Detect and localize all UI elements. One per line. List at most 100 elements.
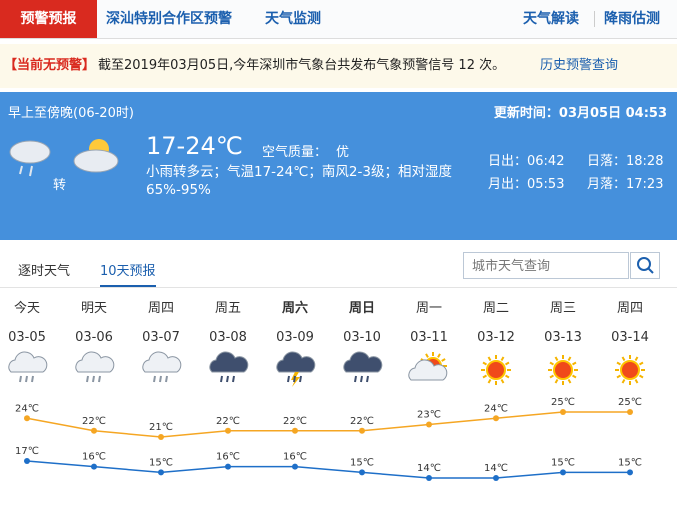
sun-ray xyxy=(621,356,626,361)
nav-link[interactable]: 深汕特别合作区预警 xyxy=(106,11,232,27)
date: 03-05 xyxy=(8,330,46,345)
low-line xyxy=(26,460,630,479)
divider xyxy=(0,287,677,288)
weather-icon xyxy=(75,351,115,383)
air-quality-label: 空气质量： xyxy=(262,145,328,160)
cloud xyxy=(8,351,48,373)
rain-drop xyxy=(232,375,235,383)
day-name: 周四 xyxy=(617,301,643,316)
sun-ray xyxy=(487,379,492,384)
tab[interactable]: 逐时天气 xyxy=(18,264,71,279)
sun-ray xyxy=(572,361,577,366)
warning-status: 【当前无预警】 xyxy=(4,58,96,73)
weather-icon xyxy=(276,351,316,387)
sun-ray xyxy=(616,374,621,379)
weather-icon xyxy=(343,351,383,383)
weather-icon xyxy=(548,355,578,385)
weather-icon xyxy=(615,355,645,385)
low-label: 15℃ xyxy=(350,457,374,468)
today-panel: 早上至傍晚(06-20时) 更新时间：03月05日 04:53 转 17-24℃… xyxy=(0,92,677,240)
date: 03-08 xyxy=(209,330,247,345)
cloud xyxy=(408,359,448,381)
sun-ray xyxy=(482,374,487,379)
rain-drop xyxy=(366,375,369,383)
high-label: 22℃ xyxy=(82,416,106,427)
sun xyxy=(553,360,573,380)
weather-icon xyxy=(408,352,448,381)
rain-drop xyxy=(287,375,290,383)
search-button[interactable] xyxy=(630,252,660,279)
search-input[interactable]: 城市天气查询 xyxy=(463,252,629,279)
sun-moon: 月落：17:23 xyxy=(587,177,664,192)
rain-drop xyxy=(86,375,89,383)
sun-moon: 日落：18:28 xyxy=(587,154,664,169)
low-label: 16℃ xyxy=(283,452,307,463)
low-label: 15℃ xyxy=(149,457,173,468)
high-point xyxy=(359,427,365,434)
divider xyxy=(594,11,595,27)
sun xyxy=(486,360,506,380)
cloud xyxy=(75,351,115,373)
high-point xyxy=(225,427,231,434)
high-point xyxy=(627,409,633,415)
sun-ray xyxy=(505,361,510,366)
low-point xyxy=(560,469,566,476)
sun-ray xyxy=(621,379,626,384)
updated: 更新时间：03月05日 04:53 xyxy=(493,106,667,121)
weather-icon xyxy=(142,351,182,383)
cloud xyxy=(343,351,383,373)
rain-drop xyxy=(25,375,28,383)
weather-icon xyxy=(481,355,511,385)
warning-link[interactable]: 历史预警查询 xyxy=(540,58,619,73)
high-label: 24℃ xyxy=(15,403,39,414)
tab-active[interactable]: 10天预报 xyxy=(100,260,156,287)
high-line xyxy=(26,411,630,438)
rain-drop xyxy=(360,375,363,383)
transition: 转 xyxy=(53,178,67,193)
warning-bar: 【当前无预警】 截至2019年03月05日,今年深圳市气象台共发布气象预警信号 … xyxy=(0,44,677,88)
sun xyxy=(620,360,640,380)
air-quality: 优 xyxy=(336,145,350,160)
high-point xyxy=(24,415,30,422)
low-label: 15℃ xyxy=(551,457,575,468)
sun-ray xyxy=(549,374,554,379)
sun-ray xyxy=(549,361,554,366)
low-point xyxy=(91,463,97,470)
low-point xyxy=(426,475,432,481)
sun-ray xyxy=(554,379,559,384)
sun-ray xyxy=(572,374,577,379)
high-label: 22℃ xyxy=(216,416,240,427)
date: 03-13 xyxy=(544,330,582,345)
temperature: 17-24℃ xyxy=(146,132,243,160)
nav-link[interactable]: 天气监测 xyxy=(265,11,321,27)
nav-link[interactable]: 天气解读 xyxy=(523,11,579,27)
sun-ray xyxy=(505,374,510,379)
sun-ray xyxy=(567,356,572,361)
rain-drop xyxy=(220,375,223,383)
sun-ray xyxy=(482,361,487,366)
nav-link[interactable]: 降雨估测 xyxy=(604,11,660,27)
weather-icon xyxy=(8,351,48,383)
high-point xyxy=(426,421,432,428)
date: 03-14 xyxy=(611,330,649,345)
bolt xyxy=(291,372,300,387)
low-label: 16℃ xyxy=(82,452,106,463)
nav-active-tab[interactable]: 预警预报 xyxy=(0,0,97,38)
sun-ray xyxy=(567,379,572,384)
rain-drop xyxy=(354,375,357,383)
rain-drop xyxy=(31,375,34,383)
sun-ray xyxy=(554,356,559,361)
cloud xyxy=(209,351,249,373)
high-label: 22℃ xyxy=(283,416,307,427)
day-name: 明天 xyxy=(81,301,107,316)
sun-ray xyxy=(616,361,621,366)
low-label: 16℃ xyxy=(216,452,240,463)
high-point xyxy=(158,434,164,440)
sun-moon: 日出：06:42 xyxy=(488,154,565,169)
rain-drop xyxy=(98,375,101,383)
rain-drop xyxy=(159,375,162,383)
low-point xyxy=(627,469,633,476)
warning-text: 截至2019年03月05日,今年深圳市气象台共发布气象预警信号 12 次。 xyxy=(98,58,506,73)
sun-ray xyxy=(441,358,446,362)
